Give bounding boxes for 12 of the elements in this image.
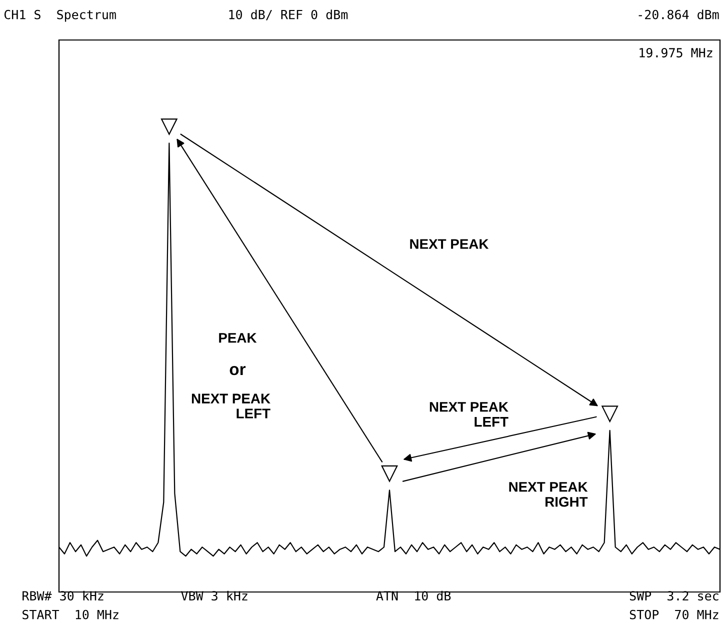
text: -20.864 dBm	[638, 10, 719, 20]
annotation: NEXT PEAK LEFT	[192, 394, 270, 418]
annotation: NEXT PEAK	[410, 239, 489, 249]
annotation: NEXT PEAK RIGHT	[509, 482, 588, 507]
text: START 10 MHz	[22, 610, 118, 620]
annotation: or	[230, 366, 246, 376]
text: STOP 70 MHz	[630, 610, 718, 620]
text: 19.975 MHz	[640, 48, 712, 58]
text: 10 dB/ REF 0 dBm	[229, 10, 348, 20]
text: CH1 S Spectrum	[4, 10, 116, 22]
annotation: PEAK	[219, 333, 257, 343]
annotation: NEXT PEAK LEFT	[430, 402, 508, 427]
